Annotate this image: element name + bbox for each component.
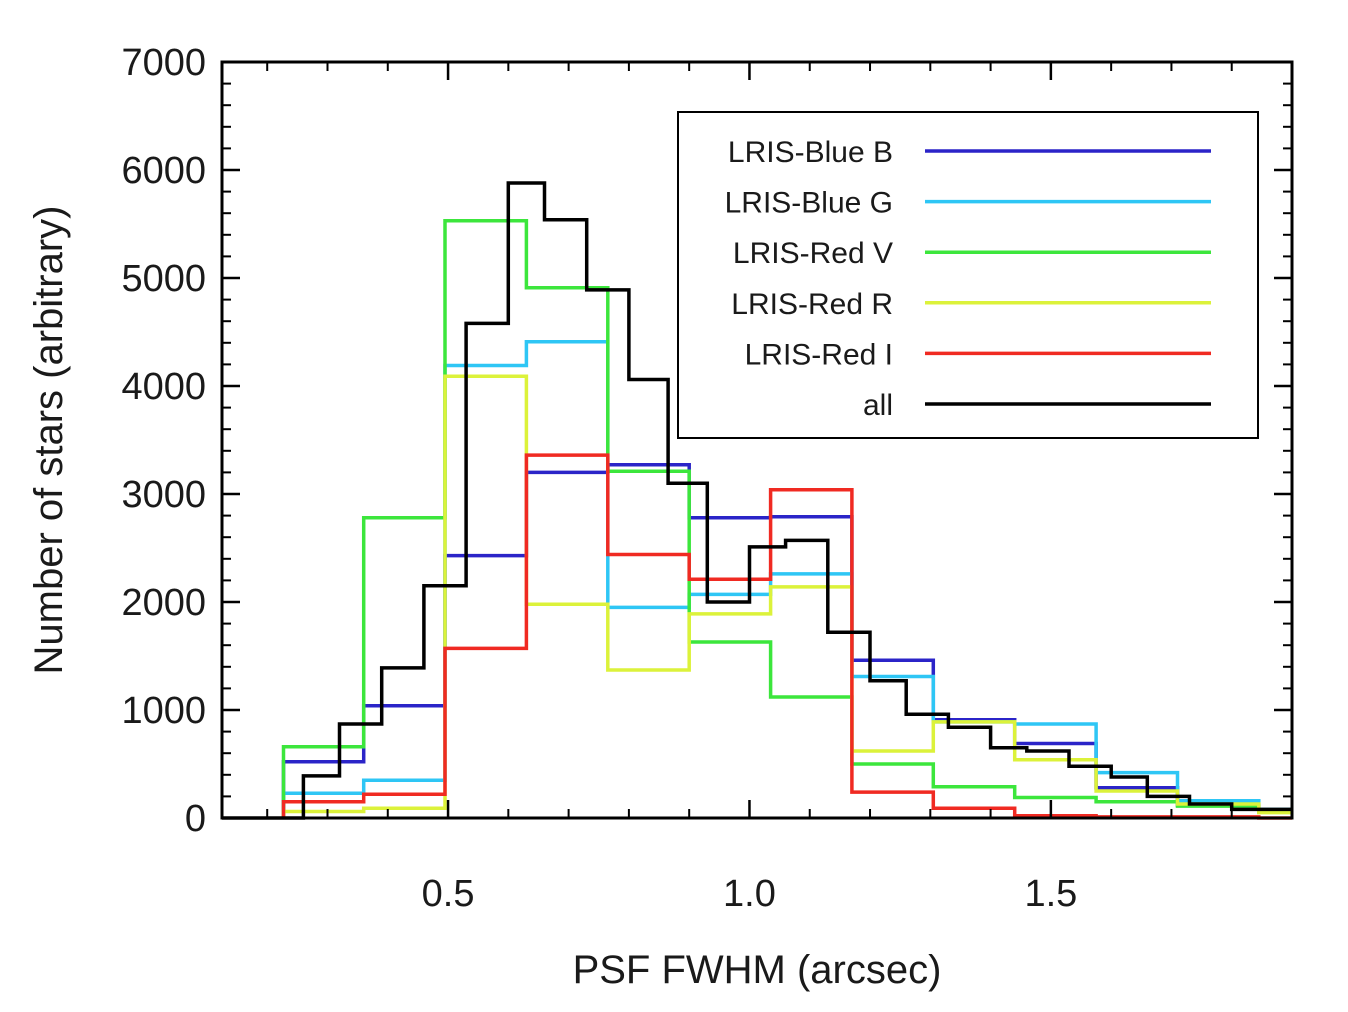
series-line-3 (281, 374, 1292, 818)
legend-label: LRIS-Red I (745, 338, 893, 371)
legend-label: LRIS-Red R (731, 288, 893, 321)
series-line-5 (222, 181, 1292, 820)
y-tick-label: 0 (185, 798, 206, 840)
x-tick-label: 1.5 (1024, 873, 1077, 915)
y-tick-label: 4000 (121, 366, 206, 408)
y-tick-label: 6000 (121, 150, 206, 192)
legend-label: LRIS-Blue B (728, 136, 893, 169)
y-tick-label: 3000 (121, 474, 206, 516)
legend: LRIS-Blue B LRIS-Blue G LRIS-Red V LRIS-Red… (677, 111, 1259, 439)
legend-label: LRIS-Red V (733, 237, 893, 270)
y-tick-label: 2000 (121, 582, 206, 624)
x-axis-title: PSF FWHM (arcsec) (573, 948, 942, 992)
legend-label: all (863, 389, 893, 422)
plot-frame (220, 60, 1294, 820)
y-tick-label: 1000 (121, 690, 206, 732)
y-axis-title: Number of stars (arbitrary) (27, 206, 71, 675)
legend-box (677, 111, 1259, 439)
label-layer: 0.5 1.0 1.5 0 1000 2000 3000 4000 5000 6000 7000 (121, 42, 1077, 915)
x-tick-label: 1.0 (723, 873, 776, 915)
legend-label: LRIS-Blue G (725, 187, 893, 220)
tick-layer (222, 60, 1293, 820)
y-tick-label: 7000 (121, 42, 206, 84)
legend-entries: LRIS-Blue B LRIS-Blue G LRIS-Red V LRIS-Red… (725, 136, 1211, 422)
y-tick-label: 5000 (121, 258, 206, 300)
series-line-4 (281, 453, 1292, 820)
x-tick-label: 0.5 (422, 873, 475, 915)
series-layer (222, 181, 1292, 820)
